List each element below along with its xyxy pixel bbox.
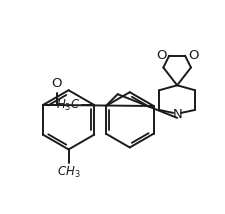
- Text: $H_3C$: $H_3C$: [56, 97, 80, 113]
- Text: $CH_3$: $CH_3$: [57, 165, 80, 180]
- Text: O: O: [188, 49, 198, 62]
- Text: O: O: [156, 49, 166, 62]
- Text: N: N: [172, 108, 182, 121]
- Text: O: O: [52, 77, 62, 90]
